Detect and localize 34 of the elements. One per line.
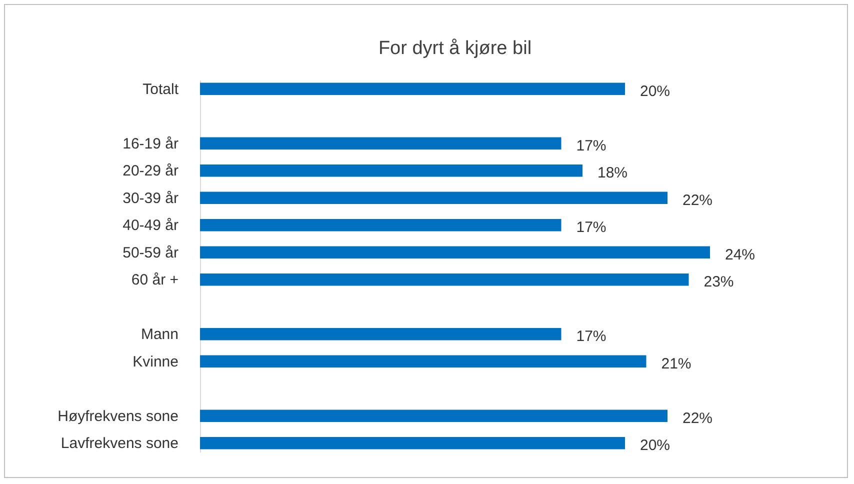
data-label: 22% <box>682 410 713 427</box>
data-label: 22% <box>682 192 713 209</box>
bar <box>200 273 689 286</box>
y-tick-label: Kvinne <box>132 353 178 370</box>
bar <box>200 192 668 204</box>
y-tick-label: 40-49 år <box>122 217 178 234</box>
y-tick-label: Høyfrekvens sone <box>58 408 178 425</box>
y-tick-label: 16-19 år <box>122 135 178 152</box>
chart-title: For dyrt å kjøre bil <box>378 38 532 59</box>
y-tick-label: Totalt <box>142 80 180 98</box>
data-label: 24% <box>725 246 756 264</box>
bar <box>200 328 562 340</box>
y-tick-label: Mann <box>140 326 178 344</box>
data-label: 17% <box>576 328 606 346</box>
bar <box>200 218 562 232</box>
data-label: 23% <box>704 274 734 291</box>
y-tick-label: Lavfrekvens sone <box>60 435 178 452</box>
y-tick-label: 50-59 år <box>122 244 178 262</box>
data-label: 18% <box>598 164 628 182</box>
bar <box>200 82 625 95</box>
bar <box>200 164 582 177</box>
data-label: 20% <box>640 437 670 454</box>
data-label: 17% <box>576 219 606 236</box>
y-tick-label: 20-29 år <box>122 162 178 180</box>
data-label: 20% <box>640 82 670 100</box>
bar <box>200 410 668 422</box>
data-label: 17% <box>576 137 606 154</box>
y-tick-label: 60 år + <box>131 272 179 289</box>
bar <box>200 437 625 450</box>
bar <box>200 137 562 150</box>
y-tick-label: 30-39 år <box>122 190 178 207</box>
bar <box>200 355 646 368</box>
bar <box>200 246 710 259</box>
data-label: 21% <box>661 355 692 372</box>
